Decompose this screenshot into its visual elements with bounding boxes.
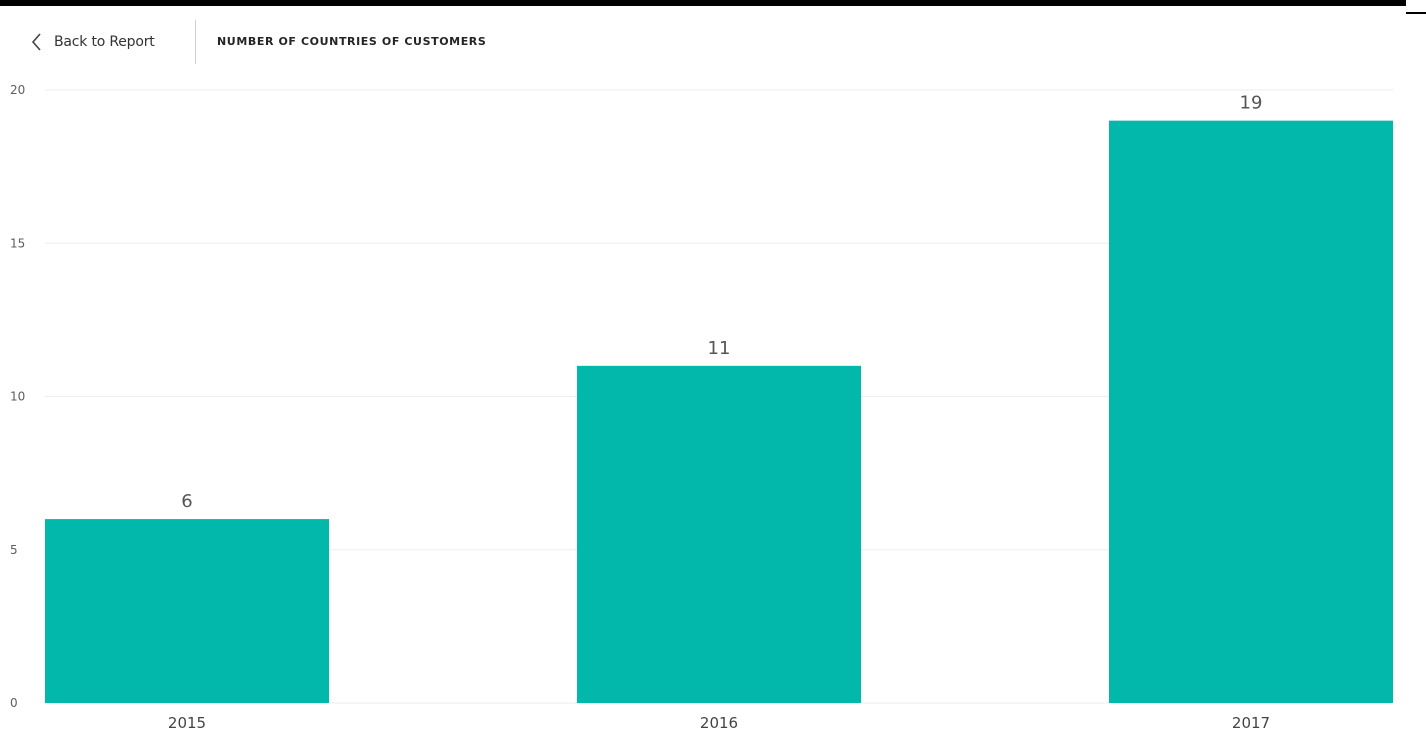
- bar-2017[interactable]: [1109, 120, 1393, 703]
- x-tick-label-2016: 2016: [700, 714, 738, 732]
- focus-mode-header: Back to Report NUMBER OF COUNTRIES OF CU…: [0, 14, 1406, 70]
- y-tick-label: 15: [10, 236, 25, 250]
- back-to-report-button[interactable]: Back to Report: [28, 28, 155, 56]
- x-axis-ticks: 2015 2016 2017: [168, 714, 1270, 732]
- x-tick-label-2015: 2015: [168, 714, 206, 732]
- data-label-2016: 11: [708, 338, 731, 359]
- y-axis-ticks: 0 5 10 15 20: [10, 83, 25, 710]
- window-right-margin: [1406, 0, 1426, 748]
- data-label-2017: 19: [1240, 93, 1263, 114]
- window-top-border: [0, 0, 1406, 6]
- y-tick-label: 5: [10, 543, 18, 557]
- bar-2015[interactable]: [45, 519, 329, 703]
- header-divider: [195, 20, 196, 64]
- x-tick-label-2017: 2017: [1232, 714, 1270, 732]
- back-to-report-label: Back to Report: [54, 34, 155, 50]
- y-tick-label: 0: [10, 696, 18, 710]
- data-labels: 6 11 19: [181, 93, 1262, 512]
- y-tick-label: 20: [10, 83, 25, 97]
- window-right-border-line: [1406, 12, 1426, 14]
- bars: [45, 120, 1393, 703]
- data-label-2015: 6: [181, 491, 192, 512]
- y-tick-label: 10: [10, 390, 25, 404]
- chevron-left-icon: [28, 31, 46, 53]
- bar-2016[interactable]: [577, 365, 861, 703]
- page-title: NUMBER OF COUNTRIES OF CUSTOMERS: [217, 35, 487, 48]
